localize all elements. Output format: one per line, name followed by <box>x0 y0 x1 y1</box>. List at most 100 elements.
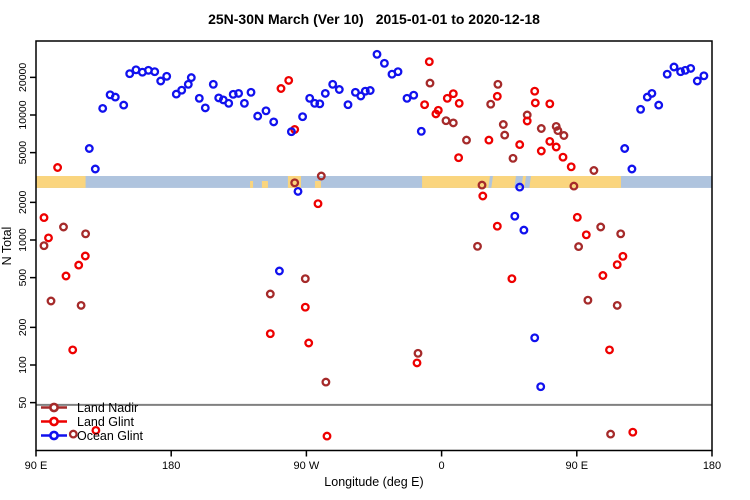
ocean-glint-point <box>224 98 234 108</box>
land-nadir-point <box>559 131 569 140</box>
land-glint-point <box>558 152 568 162</box>
land-glint-point <box>515 140 525 150</box>
y-tick-label: 1000 <box>17 228 29 252</box>
land-nadir-point <box>441 116 451 126</box>
ocean-glint-point <box>208 79 218 89</box>
y-tick-label: 2000 <box>17 191 29 215</box>
land-glint-point <box>454 153 464 163</box>
land-glint-point <box>44 233 53 243</box>
coast-band-inlet <box>488 176 493 188</box>
land-glint-point <box>412 358 422 368</box>
land-glint-point <box>80 251 90 261</box>
land-glint-point <box>424 57 434 67</box>
ocean-glint-point <box>627 164 637 174</box>
y-axis-label: N Total <box>0 227 14 266</box>
ocean-glint-point <box>310 98 320 108</box>
ocean-glint-point <box>261 106 271 116</box>
ocean-glint-point <box>647 88 657 98</box>
y-tick-label: 10000 <box>17 100 29 129</box>
y-tick-label: 100 <box>17 356 29 374</box>
coast-band-inlet <box>524 176 531 188</box>
land-nadir-point <box>553 126 563 136</box>
ocean-glint-point <box>186 73 196 83</box>
land-glint-point <box>507 274 517 284</box>
land-nadir-point <box>616 229 626 239</box>
legend-marker <box>49 416 59 427</box>
ocean-glint-point <box>293 186 303 196</box>
land-glint-point <box>536 146 546 156</box>
x-tick-label: 0 <box>439 460 445 472</box>
ocean-glint-point <box>246 87 256 97</box>
land-glint-point <box>478 191 488 201</box>
ocean-glint-point <box>699 71 709 81</box>
ocean-glint-point <box>360 86 370 96</box>
ocean-glint-point <box>274 266 284 276</box>
ocean-glint-point <box>334 85 344 94</box>
land-glint-point <box>581 230 591 240</box>
land-glint-point <box>265 329 275 339</box>
legend-label-ocean_glint: Ocean Glint <box>77 429 144 443</box>
land-glint-point <box>300 302 310 312</box>
ocean-glint-point <box>409 90 419 100</box>
land-glint-point <box>545 99 555 109</box>
ocean-glint-point <box>365 86 375 95</box>
land-nadir-point <box>493 79 503 89</box>
land-glint-point <box>551 142 561 152</box>
land-nadir-point <box>46 296 56 306</box>
land-nadir-point <box>76 300 86 310</box>
x-tick-label: 90 E <box>565 460 588 472</box>
ocean-glint-point <box>200 103 210 113</box>
ocean-glint-point <box>620 144 630 153</box>
land-glint-point <box>598 271 608 280</box>
ocean-glint-point <box>379 58 389 68</box>
ocean-glint-point <box>269 117 279 127</box>
ocean-glint-point <box>298 112 308 122</box>
ocean-glint-point <box>177 85 187 95</box>
land-glint-point <box>605 345 614 355</box>
ocean-glint-point <box>328 79 338 89</box>
y-tick-label: 20000 <box>17 63 29 92</box>
land-nadir-point <box>498 120 508 129</box>
land-glint-point <box>522 116 532 126</box>
coast-band-land <box>261 181 268 188</box>
ocean-glint-point <box>416 126 426 136</box>
ocean-glint-point <box>119 100 129 110</box>
ocean-glint-point <box>686 63 696 73</box>
chart-title: 25N-30N March (Ver 10) 2015-01-01 to 2020… <box>208 11 540 27</box>
land-nadir-point <box>321 377 331 387</box>
land-nadir-point <box>574 242 584 252</box>
ocean-glint-point <box>676 67 686 77</box>
ocean-glint-point <box>110 92 120 102</box>
land-glint-point <box>39 213 49 223</box>
ocean-glint-point <box>125 69 135 79</box>
land-glint-point <box>68 345 78 355</box>
ocean-glint-point <box>372 49 382 59</box>
ocean-glint-point <box>356 91 366 101</box>
ocean-glint-point <box>515 182 525 192</box>
land-nadir-point <box>300 274 310 284</box>
land-glint-point <box>628 427 638 437</box>
ocean-glint-point <box>636 104 646 114</box>
ocean-glint-point <box>320 88 330 98</box>
coast-band-ocean <box>36 176 712 188</box>
land-glint-point <box>304 338 314 348</box>
land-nadir-point <box>477 180 487 190</box>
ocean-glint-point <box>662 69 672 79</box>
land-glint-point <box>442 93 452 103</box>
ocean-glint-point <box>510 211 520 221</box>
coast-band-land <box>287 176 301 188</box>
land-nadir-point <box>500 130 510 140</box>
land-glint-point <box>322 431 332 441</box>
land-nadir-point <box>290 178 300 188</box>
land-nadir-point <box>606 429 616 439</box>
land-glint-point <box>545 136 555 146</box>
land-nadir-point <box>551 121 561 131</box>
ocean-glint-point <box>183 79 193 89</box>
land-glint-point <box>530 98 540 108</box>
ocean-glint-point <box>669 62 679 72</box>
coast-band-land <box>314 181 321 188</box>
ocean-glint-point <box>98 103 108 113</box>
ocean-glint-point <box>536 382 546 392</box>
